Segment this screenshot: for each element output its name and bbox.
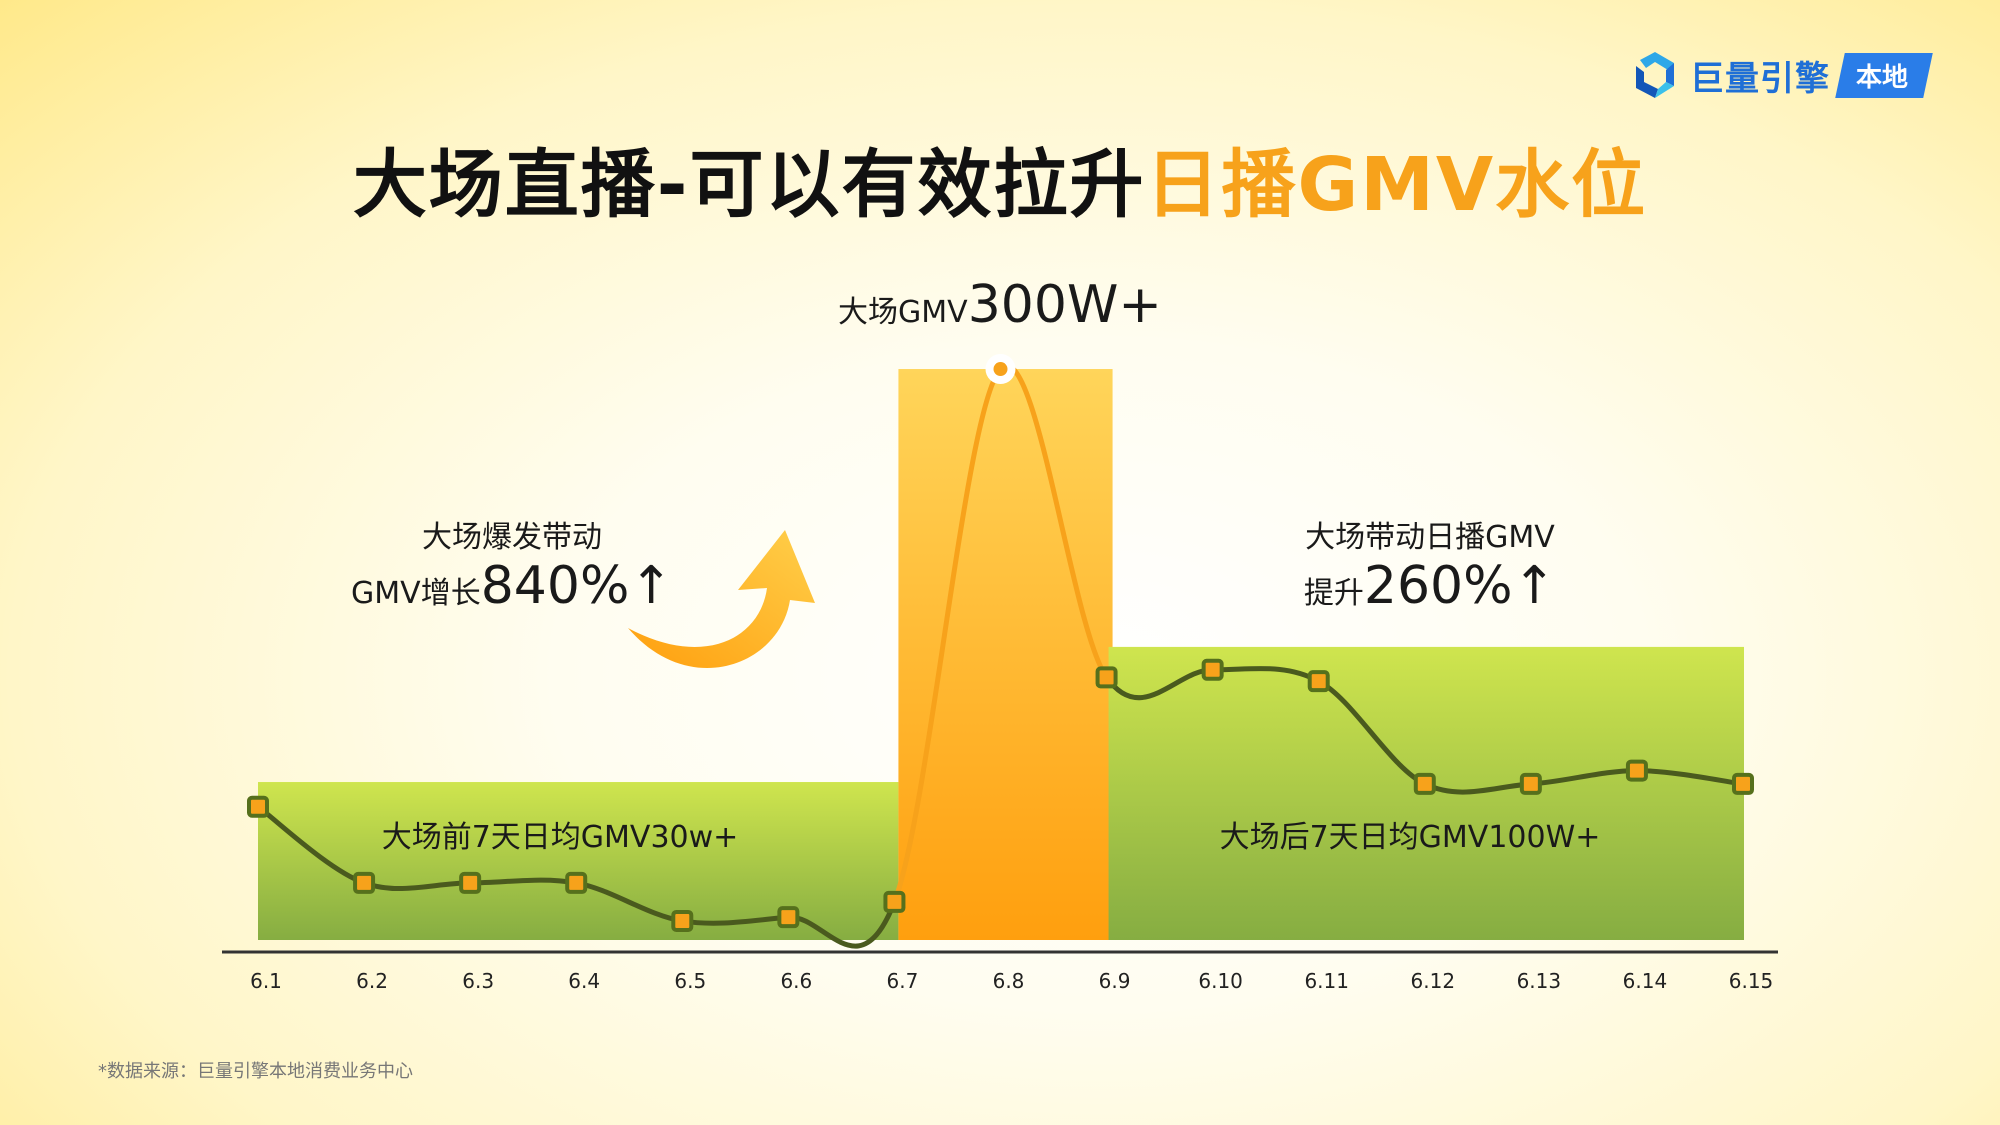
series-line-segment bbox=[1422, 781, 1534, 795]
series-line-segment bbox=[679, 914, 791, 926]
series-line-segment bbox=[573, 880, 685, 924]
data-point bbox=[1095, 666, 1118, 689]
series-line-segment bbox=[1104, 667, 1216, 701]
page-title: 大场直播-可以有效拉升日播GMV水位 bbox=[352, 142, 1648, 228]
peak-label: 大场GMV300W+ bbox=[838, 275, 1162, 335]
data-point bbox=[777, 906, 800, 929]
data-point bbox=[459, 871, 482, 894]
x-tick-label: 6.2 bbox=[356, 969, 388, 993]
data-point bbox=[1413, 772, 1436, 795]
brand-logo-icon bbox=[1636, 52, 1674, 98]
data-point bbox=[1625, 759, 1648, 782]
before-average-label: 大场前7天日均GMV30w+ bbox=[381, 820, 739, 855]
band-1 bbox=[258, 782, 899, 940]
x-tick-label: 6.13 bbox=[1517, 969, 1562, 993]
x-tick-label: 6.4 bbox=[568, 969, 600, 993]
x-tick-label: 6.8 bbox=[993, 969, 1025, 993]
series-line-segment bbox=[1210, 665, 1322, 684]
series-line-segment bbox=[891, 366, 1003, 905]
series-line-segment bbox=[1528, 768, 1640, 787]
series-line-segment bbox=[361, 880, 473, 892]
x-tick-label: 6.12 bbox=[1411, 969, 1456, 993]
x-tick-label: 6.9 bbox=[1099, 969, 1131, 993]
after-average-label: 大场后7天日均GMV100W+ bbox=[1219, 820, 1601, 855]
data-point bbox=[1307, 670, 1330, 693]
page-title-highlight: 日播GMV水位 bbox=[1145, 142, 1648, 228]
after-growth-label: 大场带动日播GMV 提升260%↑ bbox=[1303, 520, 1557, 616]
data-point bbox=[883, 890, 906, 913]
x-tick-label: 6.7 bbox=[887, 969, 919, 993]
growth-arrow bbox=[628, 530, 815, 668]
data-point bbox=[1732, 772, 1754, 795]
data-point bbox=[353, 871, 376, 894]
data-point bbox=[1519, 772, 1542, 795]
x-tick-label: 6.6 bbox=[780, 969, 812, 993]
x-tick-label: 6.1 bbox=[250, 969, 282, 993]
data-source-note: *数据来源：巨量引擎本地消费业务中心 bbox=[98, 1061, 413, 1082]
x-tick-label: 6.10 bbox=[1198, 969, 1243, 993]
band-2 bbox=[898, 369, 1113, 941]
x-tick-label: 6.3 bbox=[462, 969, 494, 993]
data-point bbox=[247, 795, 269, 818]
data-point bbox=[565, 871, 588, 894]
x-tick-label: 6.5 bbox=[674, 969, 706, 993]
data-point bbox=[671, 909, 694, 932]
brand-name: 巨量引擎 bbox=[1690, 58, 1830, 99]
series-line-segment bbox=[467, 877, 579, 886]
series-line-segment bbox=[785, 899, 897, 949]
data-point bbox=[1201, 658, 1224, 681]
x-tick-label: 6.14 bbox=[1623, 969, 1668, 993]
x-tick-label: 6.11 bbox=[1304, 969, 1349, 993]
data-point-peak-dot bbox=[993, 362, 1008, 377]
x-tick-label: 6.15 bbox=[1729, 969, 1774, 993]
growth-label: 大场爆发带动 GMV增长840%↑ bbox=[351, 520, 673, 616]
series-line-segment bbox=[1316, 678, 1428, 787]
brand-logo: 巨量引擎 本地 bbox=[1628, 48, 1933, 102]
